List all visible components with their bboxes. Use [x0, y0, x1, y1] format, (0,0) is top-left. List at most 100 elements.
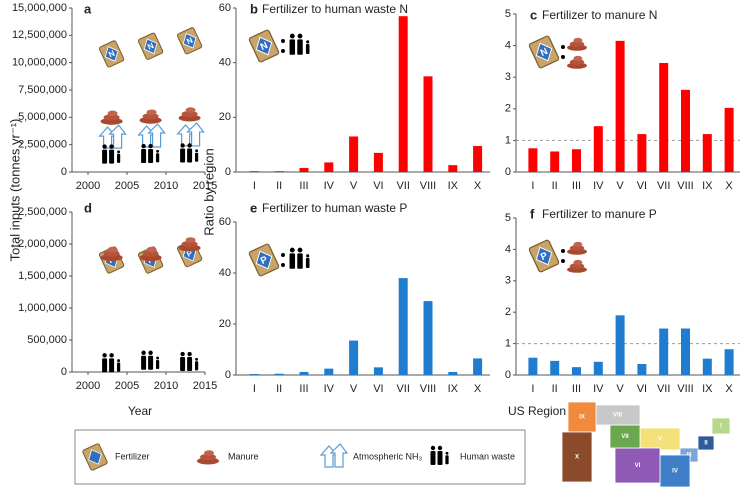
ratio-icon: N: [528, 35, 587, 69]
x-tick-label: III: [299, 383, 308, 395]
manure-icon: [139, 246, 162, 262]
head: [430, 445, 436, 451]
y-tick-label: 500,000: [27, 334, 67, 346]
bar: [324, 162, 334, 172]
x-tick-label: 2015: [193, 180, 217, 192]
head: [117, 359, 121, 362]
panel-letter: f: [530, 206, 535, 221]
bar: [659, 328, 669, 375]
x-tick-label: VIII: [677, 383, 694, 395]
arrow: [108, 124, 127, 149]
bar: [448, 165, 458, 172]
head: [289, 33, 295, 39]
human-icon: [289, 33, 310, 55]
colon-dot: [561, 55, 565, 59]
ratio-icon: N: [248, 29, 310, 63]
x-axis-label: Year: [128, 404, 152, 418]
bar: [637, 364, 647, 375]
x-tick-label: X: [474, 383, 482, 395]
x-tick-label: III: [299, 180, 308, 192]
x-tick-label: VIII: [677, 180, 694, 192]
icon-point: N: [137, 32, 164, 60]
bar: [550, 151, 560, 172]
panel-letter: b: [250, 1, 258, 16]
y-tick-label: 0: [225, 166, 231, 178]
icon-point: [139, 109, 162, 124]
x-tick-label: X: [725, 383, 733, 395]
bag-letter: P: [259, 254, 270, 267]
body: [187, 148, 193, 163]
x-tick-label: I: [531, 180, 534, 192]
pile: [569, 245, 585, 251]
y-tick-label: 2,500,000: [18, 206, 67, 218]
arrow: [147, 123, 166, 148]
panel-letter: d: [84, 200, 92, 215]
x-tick-label: VI: [637, 383, 647, 395]
colon-dot: [281, 263, 285, 267]
x-tick-label: 2000: [76, 380, 100, 392]
bar: [528, 148, 538, 172]
body: [289, 253, 296, 269]
map-region-label: IV: [672, 469, 678, 475]
ratio-icon: P: [248, 243, 310, 277]
head: [141, 350, 146, 355]
body: [155, 153, 160, 163]
x-tick-label: VI: [373, 180, 383, 192]
pile: [204, 450, 214, 456]
bag-letter: P: [185, 248, 194, 259]
bag-label: [535, 42, 553, 62]
bag-letter: N: [259, 40, 270, 53]
body: [437, 451, 443, 465]
manure-icon: [139, 109, 162, 124]
human-icon: [102, 353, 121, 373]
head: [180, 351, 185, 357]
bag-label: [143, 38, 158, 55]
head: [195, 357, 199, 361]
body: [109, 358, 115, 373]
pile: [185, 237, 196, 243]
map-region-label: VI: [635, 463, 641, 469]
icon-point: [139, 246, 162, 262]
panel-title: Fertilizer to human waste P: [262, 201, 407, 215]
colon-dot: [561, 249, 565, 253]
x-tick-label: IV: [593, 180, 604, 192]
x-tick-label: III: [572, 383, 581, 395]
icon-point: [141, 350, 160, 370]
y-tick-label: 40: [219, 267, 231, 279]
head: [148, 350, 153, 355]
pile: [142, 113, 159, 120]
y-axis-label: Total inputs (tonnes yr⁻¹): [7, 119, 22, 262]
x-tick-label: III: [572, 180, 581, 192]
pile: [181, 240, 198, 248]
body: [305, 258, 310, 269]
y-tick-label: 0: [505, 369, 511, 381]
head: [109, 144, 114, 149]
x-tick-label: V: [350, 383, 358, 395]
x-tick-label: IX: [448, 383, 459, 395]
head: [187, 143, 192, 148]
body: [102, 149, 108, 164]
pile: [181, 110, 198, 118]
bar: [349, 136, 359, 172]
x-tick-label: V: [616, 383, 624, 395]
body: [297, 253, 303, 269]
bar: [373, 367, 383, 375]
pile: [200, 453, 216, 461]
bar: [398, 16, 408, 173]
icon-point: [180, 143, 199, 163]
bar: [724, 107, 734, 172]
x-tick-label: X: [725, 180, 733, 192]
x-tick-label: 2000: [76, 180, 100, 192]
pile: [142, 250, 159, 257]
map-region-label: VIII: [613, 413, 622, 419]
bar: [572, 367, 581, 375]
pile: [185, 107, 196, 113]
bar: [448, 371, 458, 375]
y-tick-label: 4: [505, 243, 511, 255]
colon-dot: [281, 253, 285, 257]
fertilizer-icon: P: [528, 239, 560, 273]
bag-letter: N: [107, 49, 116, 60]
pile: [569, 263, 585, 269]
fertilizer-icon: [82, 443, 108, 471]
